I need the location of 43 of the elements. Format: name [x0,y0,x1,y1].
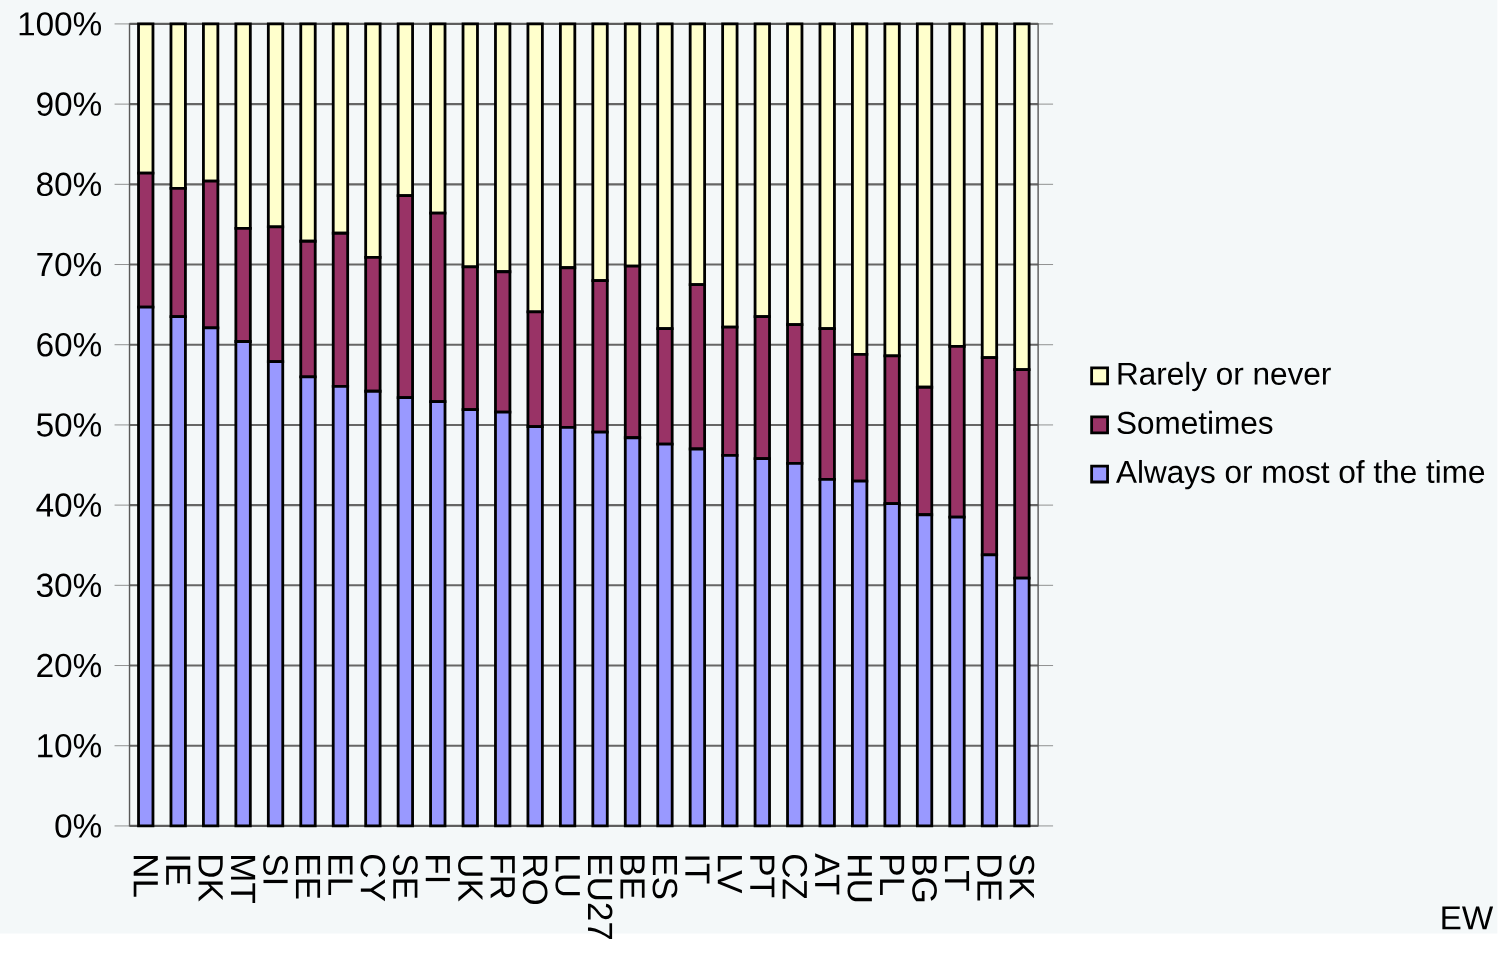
x-tick-label: ES [652,856,678,899]
x-tick-label: CZ [782,855,808,900]
x-tick-label: SE [392,855,418,899]
x-tick-label: UK [458,856,483,902]
x-tick-label: BE [620,856,645,899]
y-tick-label: 60% [37,333,102,357]
x-tick-label: LT [944,856,970,891]
y-tick-label: 80% [37,172,102,197]
legend-label: Always or most of the time [1116,460,1485,490]
y-tick-label: 0% [55,814,102,838]
x-tick-label: PL [880,856,905,896]
x-tick-label: CY [360,855,386,902]
x-tick-label: SK [1009,855,1035,900]
y-tick-label: 90% [37,92,102,117]
x-tick-label: DK [198,856,223,902]
x-tick-label: NL [133,856,158,898]
x-tick-label: EU27 [587,856,613,940]
x-tick-label: SI [263,855,288,884]
y-tick-label: 40% [36,493,102,518]
x-tick-label: IT [685,856,710,884]
x-tick-label: RO [522,856,548,905]
x-tick-label: AT [815,853,840,895]
x-tick-label: LU [555,856,580,896]
x-tick-label: MT [231,856,256,904]
y-tick-label: 70% [37,253,102,277]
legend-label: Rarely or never [1118,362,1331,392]
x-tick-label: DE [977,856,1002,901]
x-tick-label: EL [328,856,353,896]
x-tick-label: FI [425,856,450,882]
x-tick-label: FR [490,856,515,899]
x-tick-label: PT [750,856,775,898]
y-tick-label: 50% [36,413,102,437]
legend-label: Sometimes [1117,411,1273,435]
x-tick-label: LV [717,856,742,894]
y-tick-label: 10% [38,734,102,758]
y-tick-label: 100% [19,12,101,36]
x-tick-label: EE [295,856,321,899]
text: EW [1442,906,1494,930]
x-tick-label: IE [166,856,191,886]
x-tick-label: HU [847,856,872,902]
y-tick-label: 20% [37,654,102,678]
y-tick-label: 30% [36,573,102,598]
x-tick-label: BG [912,856,937,902]
